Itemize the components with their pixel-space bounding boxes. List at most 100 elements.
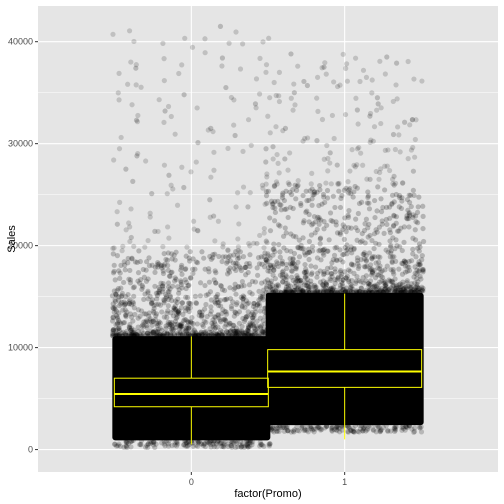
jitter-point bbox=[145, 333, 151, 339]
jitter-point bbox=[267, 215, 273, 221]
jitter-point bbox=[202, 333, 208, 339]
jitter-point bbox=[304, 427, 310, 433]
jitter-point bbox=[412, 425, 418, 431]
jitter-point bbox=[341, 290, 347, 296]
jitter-point bbox=[242, 332, 248, 338]
jitter-point bbox=[264, 171, 270, 177]
jitter-point bbox=[118, 285, 124, 291]
jitter-point bbox=[284, 425, 290, 431]
jitter-point bbox=[234, 333, 240, 339]
jitter-point bbox=[229, 438, 236, 444]
jitter-point bbox=[334, 423, 340, 429]
jitter-point bbox=[390, 282, 396, 289]
jitter-point bbox=[127, 280, 134, 286]
jitter-point bbox=[225, 443, 231, 449]
jitter-point bbox=[318, 427, 324, 433]
jitter-point bbox=[231, 322, 237, 328]
jitter-point bbox=[148, 301, 155, 307]
jitter-point bbox=[295, 277, 302, 283]
jitter-point bbox=[143, 311, 149, 317]
jitter-point bbox=[346, 278, 352, 285]
jitter-point bbox=[222, 316, 228, 322]
jitter-point bbox=[399, 247, 405, 254]
jitter-point bbox=[215, 439, 221, 445]
jitter-point bbox=[268, 286, 274, 292]
jitter-point bbox=[219, 331, 226, 337]
jitter-point bbox=[306, 197, 312, 204]
jitter-point bbox=[174, 314, 180, 320]
jitter-point bbox=[235, 333, 242, 339]
jitter-point bbox=[324, 142, 330, 149]
jitter-point bbox=[302, 426, 308, 432]
jitter-point bbox=[182, 266, 188, 273]
jitter-point bbox=[183, 285, 189, 292]
jitter-point bbox=[218, 319, 224, 325]
jitter-point bbox=[235, 444, 241, 450]
jitter-point bbox=[356, 289, 362, 296]
jitter-point bbox=[296, 254, 303, 260]
jitter-point bbox=[239, 443, 245, 449]
jitter-point bbox=[393, 289, 400, 295]
jitter-point bbox=[238, 267, 244, 274]
jitter-point bbox=[161, 162, 168, 168]
jitter-point bbox=[352, 423, 358, 429]
jitter-point bbox=[173, 249, 179, 255]
jitter-point bbox=[221, 444, 227, 450]
jitter-point bbox=[282, 290, 288, 296]
jitter-point bbox=[123, 227, 129, 233]
jitter-point bbox=[160, 333, 166, 339]
jitter-point bbox=[355, 227, 361, 234]
jitter-point bbox=[121, 444, 127, 450]
jitter-point bbox=[298, 200, 304, 207]
jitter-point bbox=[386, 204, 393, 210]
jitter-point bbox=[305, 246, 312, 252]
jitter-point bbox=[291, 250, 298, 257]
jitter-point bbox=[183, 305, 189, 311]
jitter-point bbox=[356, 263, 362, 269]
jitter-point bbox=[264, 174, 270, 180]
jitter-point bbox=[217, 440, 223, 446]
jitter-point bbox=[234, 329, 240, 335]
jitter-point bbox=[118, 330, 125, 336]
jitter-point bbox=[382, 71, 388, 77]
jitter-point bbox=[321, 246, 328, 252]
jitter-point bbox=[320, 282, 326, 288]
jitter-point bbox=[131, 305, 137, 311]
jitter-point bbox=[145, 441, 151, 447]
jitter-point bbox=[274, 181, 280, 187]
jitter-point bbox=[378, 196, 384, 202]
jitter-point bbox=[110, 314, 116, 320]
jitter-point bbox=[383, 281, 389, 288]
outlier-point bbox=[374, 95, 381, 101]
jitter-point bbox=[161, 300, 167, 306]
jitter-point bbox=[260, 39, 266, 45]
jitter-point bbox=[360, 289, 366, 295]
jitter-point bbox=[376, 279, 383, 285]
jitter-point bbox=[303, 268, 310, 275]
outlier-point bbox=[402, 119, 408, 125]
jitter-point bbox=[283, 289, 289, 296]
jitter-point bbox=[212, 314, 219, 320]
jitter-point bbox=[351, 189, 357, 195]
jitter-point bbox=[265, 268, 271, 274]
jitter-point bbox=[274, 428, 280, 434]
jitter-point bbox=[119, 290, 125, 297]
jitter-point bbox=[130, 437, 136, 444]
jitter-point bbox=[217, 317, 223, 323]
jitter-point bbox=[214, 331, 220, 337]
jitter-point bbox=[207, 289, 214, 295]
jitter-point bbox=[155, 321, 161, 327]
jitter-point bbox=[368, 272, 374, 278]
jitter-point bbox=[402, 288, 408, 294]
jitter-point bbox=[149, 297, 156, 303]
jitter-point bbox=[143, 267, 149, 273]
jitter-point bbox=[348, 284, 354, 290]
jitter-point bbox=[369, 268, 376, 275]
jitter-point bbox=[131, 243, 137, 249]
jitter-point bbox=[250, 323, 256, 329]
jitter-point bbox=[377, 263, 383, 269]
jitter-point bbox=[227, 265, 233, 271]
jitter-point bbox=[406, 422, 412, 429]
jitter-point bbox=[239, 329, 245, 335]
